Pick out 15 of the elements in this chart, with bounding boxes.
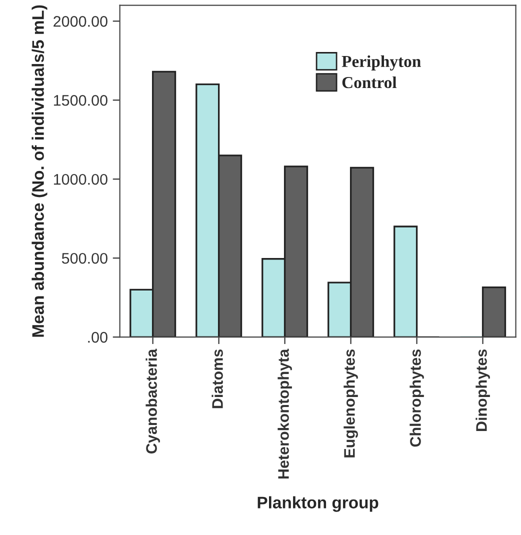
x-tick-label: Heterokontophyta bbox=[278, 348, 292, 479]
y-tick-label: 2000.00 bbox=[54, 16, 108, 27]
legend-label: Periphyton bbox=[342, 55, 421, 71]
x-tick-label: Dinophytes bbox=[476, 349, 490, 432]
y-tick-label: .00 bbox=[88, 332, 108, 343]
x-tick-label: Cyanobacteria bbox=[146, 348, 160, 454]
x-axis-title: Plankton group bbox=[258, 496, 378, 512]
x-tick-label: Diatoms bbox=[212, 349, 223, 408]
x-tick-label: Chlorophytes bbox=[410, 349, 424, 447]
legend-label: Control bbox=[342, 76, 397, 88]
y-tick-label: 1500.00 bbox=[54, 94, 108, 106]
y-axis-title: Mean abundance (No. of individuals/5 mL) bbox=[32, 5, 48, 337]
x-tick-label: Euglenophytes bbox=[344, 349, 358, 458]
y-tick-label: 500.00 bbox=[62, 252, 108, 264]
y-tick-label: 1000.00 bbox=[54, 174, 108, 185]
